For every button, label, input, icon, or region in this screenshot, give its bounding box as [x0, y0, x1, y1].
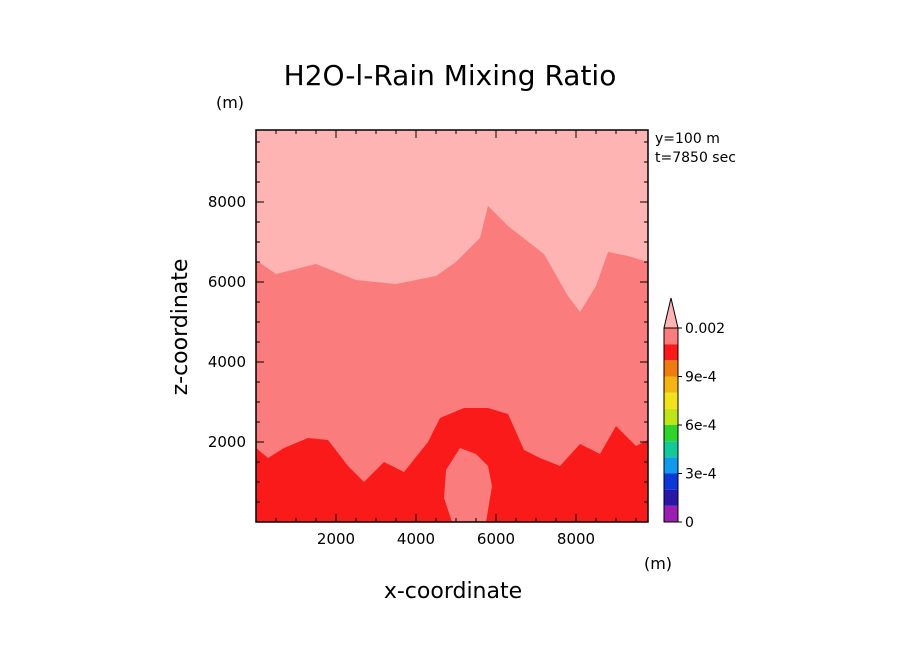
colorbar-swatch — [664, 473, 678, 490]
x-tick-label: 4000 — [397, 530, 435, 548]
colorbar-swatch — [664, 489, 678, 506]
colorbar-swatch — [664, 328, 678, 345]
colorbar-label: 3e-4 — [685, 467, 717, 483]
plot-area — [255, 129, 649, 523]
colorbar-swatch — [664, 344, 678, 361]
colorbar-label: 0 — [685, 515, 694, 531]
colorbar-swatch — [664, 408, 678, 425]
colorbar-swatch — [664, 441, 678, 458]
x-tick-label: 8000 — [557, 530, 595, 548]
colorbar-swatch — [664, 457, 678, 474]
colorbar-swatch — [664, 376, 678, 393]
info-y: y=100 m — [655, 131, 720, 147]
colorbar-extend-arrow — [663, 297, 679, 329]
x-tick-label: 2000 — [317, 530, 355, 548]
x-axis: 2000 4000 6000 8000 — [275, 130, 637, 548]
colorbar-swatch — [664, 425, 678, 442]
y-axis: 2000 4000 6000 8000 — [208, 141, 648, 503]
y-tick-label: 8000 — [208, 193, 246, 211]
colorbar: 0 3e-4 6e-4 9e-4 0.002 — [663, 297, 725, 531]
colorbar-label: 6e-4 — [685, 418, 717, 434]
y-axis-label: z-coordinate — [168, 259, 193, 396]
colorbar-swatch — [664, 360, 678, 377]
colorbar-label: 9e-4 — [685, 370, 717, 386]
y-tick-label: 2000 — [208, 433, 246, 451]
info-t: t=7850 sec — [655, 150, 736, 166]
x-axis-label: x-coordinate — [384, 579, 522, 604]
chart-title: H2O-l-Rain Mixing Ratio — [284, 59, 617, 92]
region-pocket — [444, 448, 492, 522]
colorbar-swatch — [664, 505, 678, 522]
x-tick-label: 6000 — [477, 530, 515, 548]
colorbar-swatch — [664, 392, 678, 409]
x-axis-unit: (m) — [644, 554, 672, 573]
region-high — [256, 130, 648, 312]
colorbar-label: 0.002 — [685, 321, 725, 337]
y-tick-label: 6000 — [208, 273, 246, 291]
y-tick-label: 4000 — [208, 353, 246, 371]
plot-frame — [255, 129, 649, 523]
y-axis-unit: (m) — [216, 93, 244, 112]
